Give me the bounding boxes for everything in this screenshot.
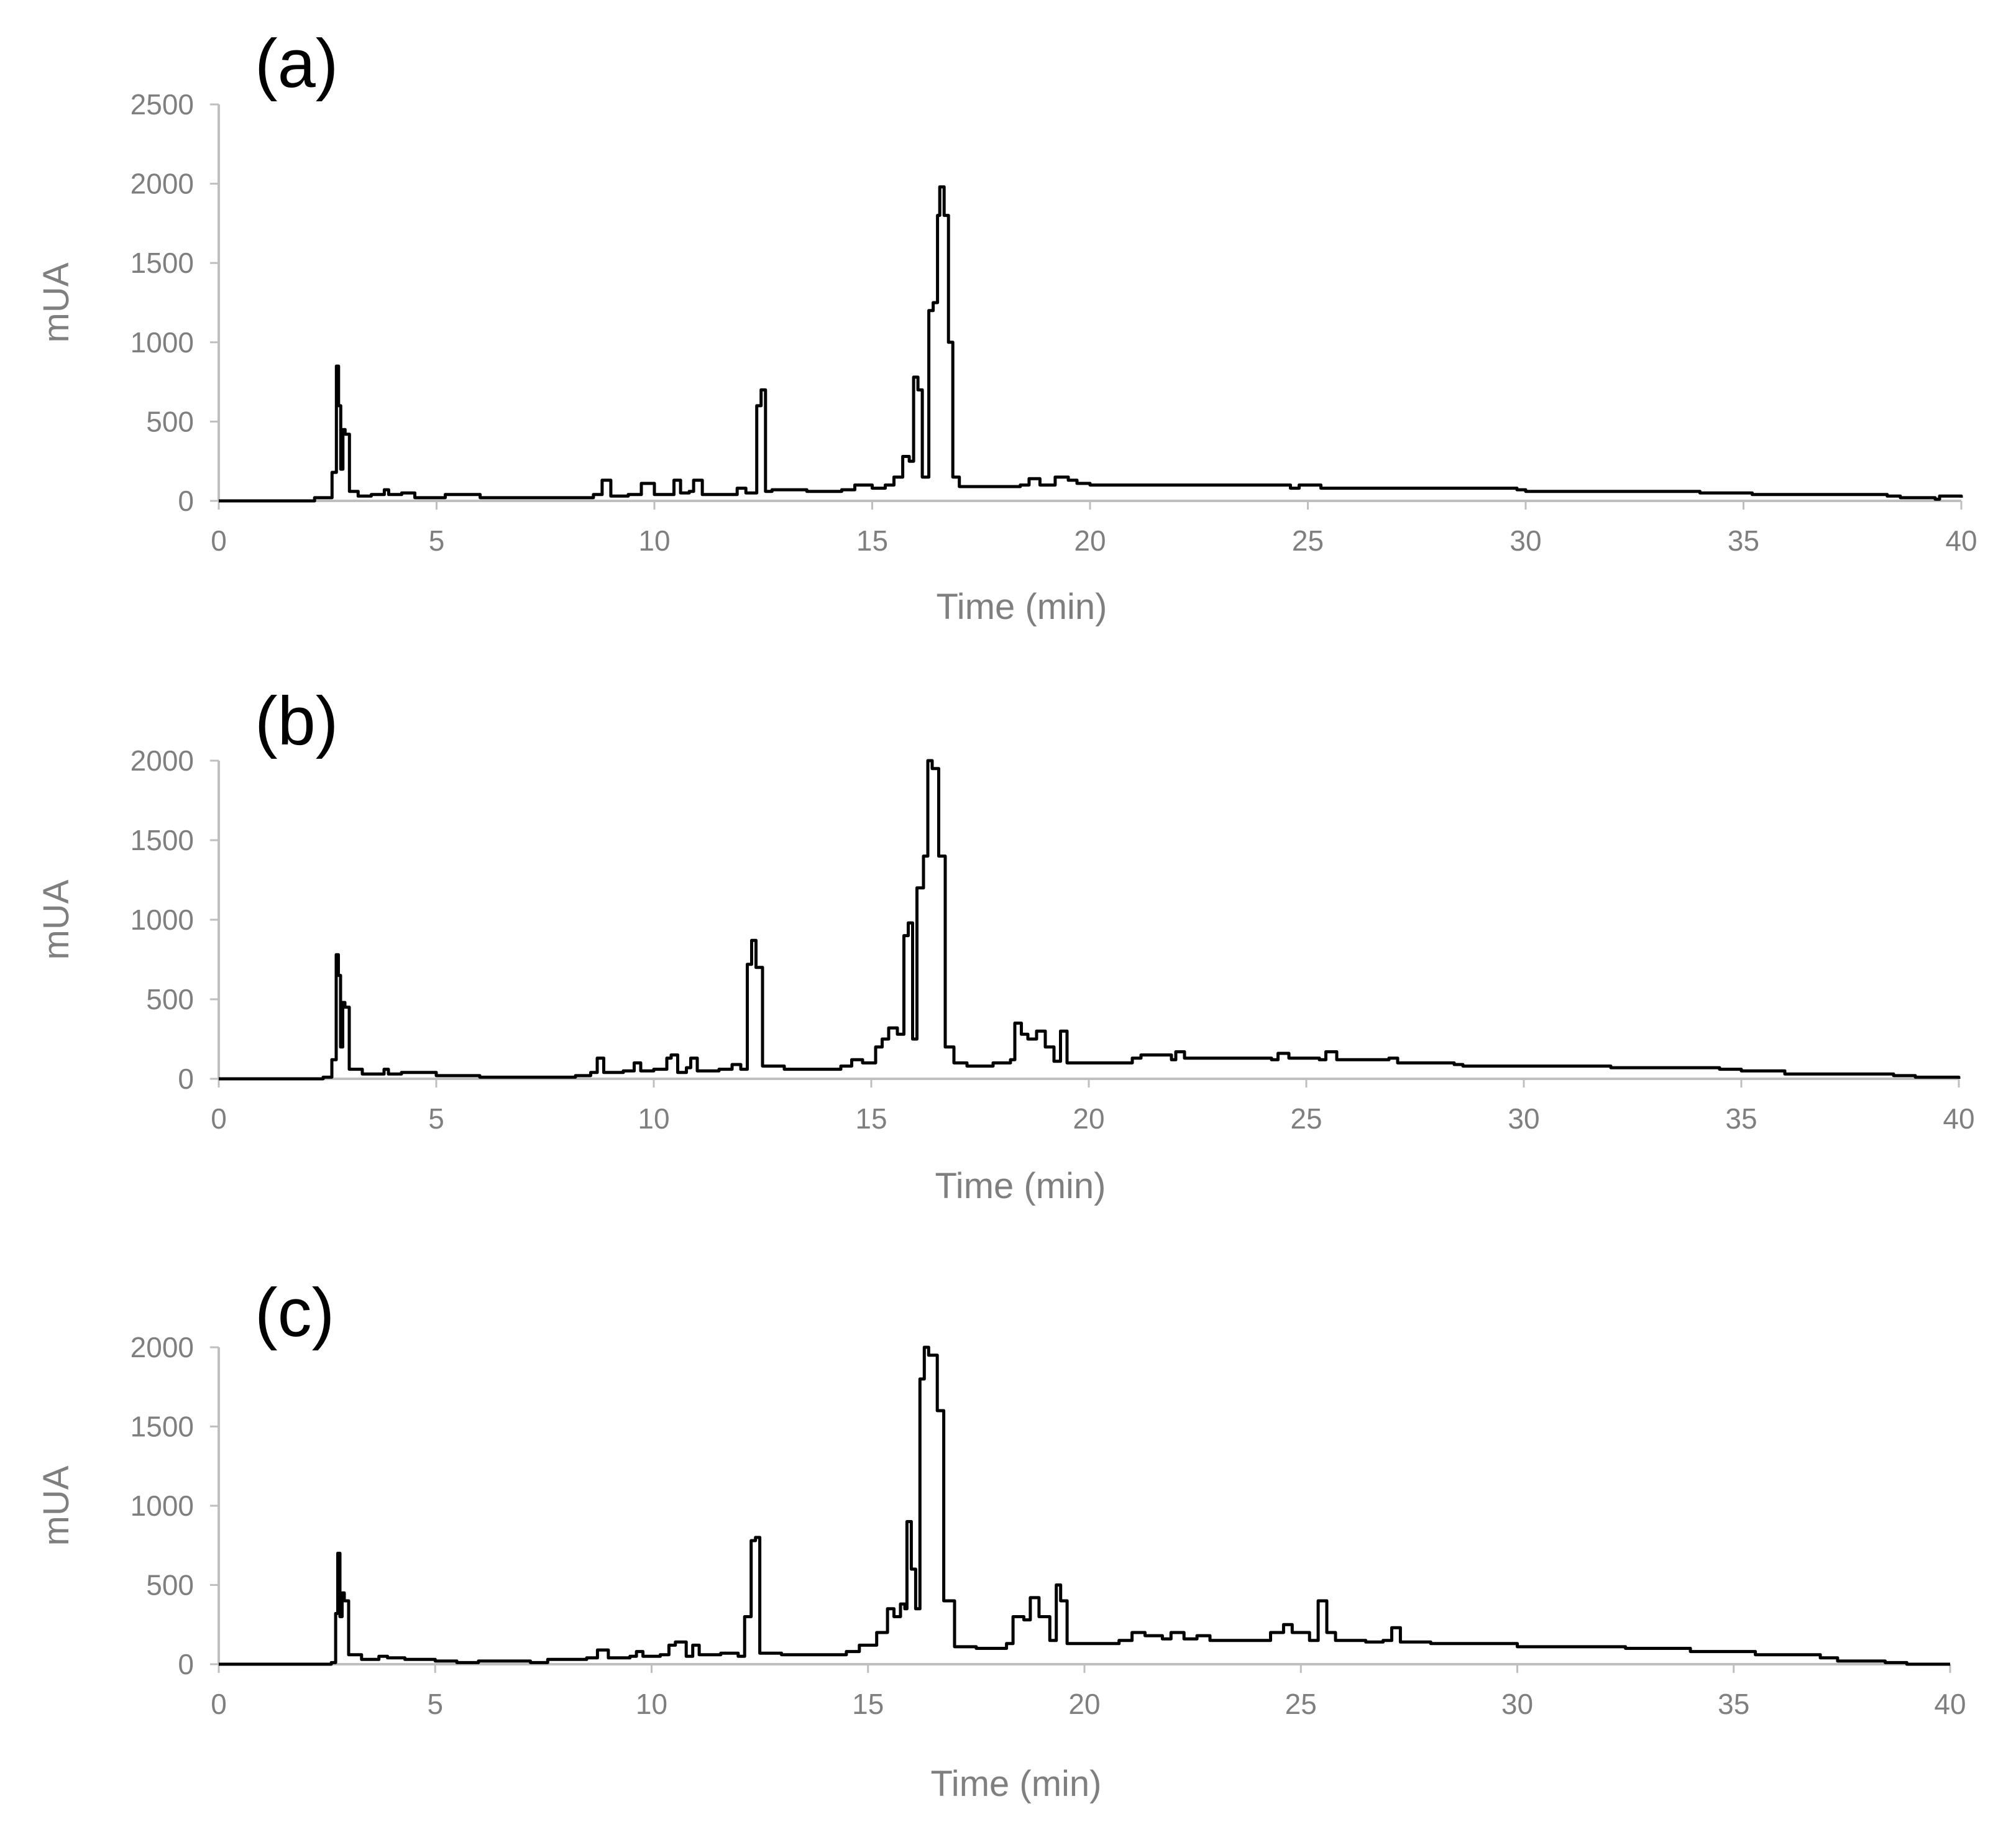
x-tick-label: 5 [429,524,445,557]
x-tick-label: 30 [1508,1102,1539,1135]
x-tick-label: 0 [211,524,227,557]
x-tick-label: 20 [1068,1688,1100,1720]
x-tick-label: 20 [1074,524,1106,557]
y-tick-label: 2000 [131,1331,194,1363]
y-tick-label: 2500 [131,88,194,121]
panel-label: (c) [255,1275,334,1351]
x-tick-label: 35 [1725,1102,1757,1135]
x-tick-label: 0 [211,1688,227,1720]
x-tick-label: 20 [1073,1102,1104,1135]
x-tick-label: 25 [1285,1688,1317,1720]
x-tick-label: 40 [1945,524,1977,557]
y-axis-title: mUA [36,1465,76,1546]
y-axis-title: mUA [36,262,76,342]
x-tick-label: 35 [1718,1688,1749,1720]
y-tick-label: 500 [146,983,194,1015]
x-tick-label: 35 [1728,524,1759,557]
panel-label: (b) [255,683,338,759]
panel-label: (a) [255,25,338,102]
x-axis-title: Time (min) [931,1764,1102,1804]
x-tick-label: 10 [638,1102,669,1135]
x-tick-label: 30 [1510,524,1541,557]
y-tick-label: 1500 [131,824,194,856]
y-tick-label: 1000 [131,1490,194,1522]
x-axis-title: Time (min) [937,587,1107,627]
y-tick-label: 1500 [131,1411,194,1443]
x-tick-label: 40 [1943,1102,1974,1135]
y-tick-label: 0 [178,1648,194,1680]
chromatogram-trace [219,185,1963,503]
x-tick-label: 10 [636,1688,667,1720]
x-tick-label: 15 [855,1102,887,1135]
y-tick-label: 500 [146,1569,194,1601]
x-tick-label: 15 [852,1688,884,1720]
x-tick-label: 5 [427,1688,443,1720]
y-tick-label: 500 [146,405,194,437]
y-tick-label: 1000 [131,904,194,936]
chromatogram-trace [219,1345,1950,1666]
y-tick-label: 2000 [131,744,194,777]
x-tick-label: 5 [428,1102,444,1135]
x-tick-label: 10 [638,524,670,557]
panel-c: 0 500 1000 1500 2000 0 5 10 15 20 25 30 35 40 Time (mi… [36,1275,1966,1804]
x-tick-label: 15 [856,524,888,557]
x-axis-title: Time (min) [935,1166,1106,1206]
panel-a: 0 500 1000 1500 2000 2500 0 5 10 15 20 25 30 35 40 Time… [36,25,1977,627]
y-tick-label: 1500 [131,247,194,279]
y-tick-label: 2000 [131,168,194,200]
x-tick-label: 25 [1290,1102,1322,1135]
x-tick-label: 30 [1501,1688,1533,1720]
y-tick-label: 0 [178,485,194,517]
y-tick-label: 1000 [131,326,194,359]
x-tick-label: 40 [1934,1688,1966,1720]
y-axis-title: mUA [36,879,76,960]
panel-b: 0 500 1000 1500 2000 0 5 10 15 20 25 30 35 40 Time (mi… [36,683,1975,1206]
x-tick-label: 0 [211,1102,227,1135]
y-tick-label: 0 [178,1063,194,1095]
chromatogram-trace [219,759,1961,1081]
x-tick-label: 25 [1292,524,1324,557]
